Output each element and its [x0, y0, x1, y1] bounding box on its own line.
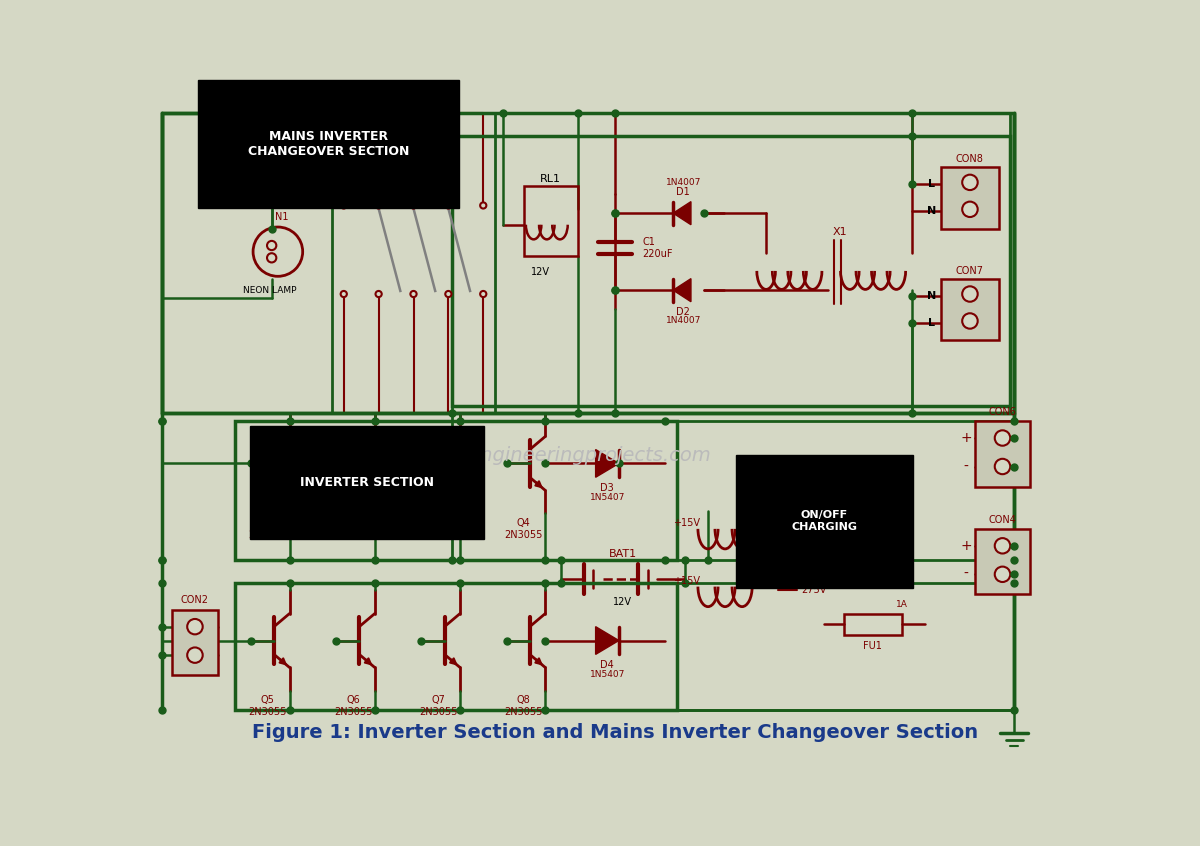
Circle shape — [995, 538, 1010, 553]
Text: D2: D2 — [677, 307, 690, 316]
Text: D1: D1 — [677, 187, 690, 196]
Circle shape — [962, 313, 978, 328]
Bar — [332, 113, 494, 414]
Circle shape — [187, 619, 203, 634]
Circle shape — [874, 567, 883, 576]
Text: X1: X1 — [833, 228, 847, 238]
Circle shape — [445, 291, 451, 297]
Text: RL1: RL1 — [540, 173, 562, 184]
Circle shape — [962, 174, 978, 190]
Text: N: N — [926, 206, 936, 216]
Text: Q2
2N3055: Q2 2N3055 — [334, 518, 372, 540]
Text: Q1
2N3055: Q1 2N3055 — [248, 518, 287, 540]
Text: Q3
2N3055: Q3 2N3055 — [419, 518, 457, 540]
Text: 1N4007: 1N4007 — [666, 316, 701, 326]
Text: +: + — [960, 431, 972, 445]
Bar — [235, 583, 677, 710]
Text: 230V: 230V — [802, 551, 826, 561]
Polygon shape — [595, 627, 619, 654]
Circle shape — [480, 291, 486, 297]
Text: D3: D3 — [600, 483, 614, 493]
Text: FU1: FU1 — [863, 641, 882, 651]
Bar — [452, 136, 1010, 406]
Text: ON/OFF
CHARGING: ON/OFF CHARGING — [791, 510, 857, 532]
Text: N1: N1 — [275, 212, 288, 222]
Text: Q8
2N3055: Q8 2N3055 — [504, 695, 542, 717]
Polygon shape — [673, 278, 691, 302]
Text: X2: X2 — [761, 487, 776, 497]
Text: L: L — [928, 317, 935, 327]
Text: SW1: SW1 — [852, 549, 874, 559]
Text: +15V: +15V — [673, 519, 701, 529]
Circle shape — [995, 431, 1010, 446]
Text: -: - — [964, 568, 968, 581]
Bar — [162, 113, 1014, 414]
Text: NEON LAMP: NEON LAMP — [244, 286, 296, 294]
Text: N: N — [926, 290, 936, 300]
Text: C1
220uF: C1 220uF — [642, 237, 673, 259]
Bar — [172, 610, 218, 675]
Circle shape — [341, 202, 347, 209]
Text: Q6
2N3055: Q6 2N3055 — [334, 695, 372, 717]
Circle shape — [410, 291, 416, 297]
Text: INVERTER SECTION: INVERTER SECTION — [300, 476, 434, 489]
Polygon shape — [595, 449, 619, 477]
Text: Q7
2N3055: Q7 2N3055 — [419, 695, 457, 717]
Circle shape — [376, 291, 382, 297]
Text: +: + — [960, 539, 972, 552]
Text: 12V: 12V — [532, 267, 550, 277]
Bar — [941, 278, 998, 340]
Text: D4: D4 — [600, 660, 614, 670]
Text: Q4
2N3055: Q4 2N3055 — [504, 518, 542, 540]
Circle shape — [962, 286, 978, 302]
Circle shape — [187, 647, 203, 663]
Text: 240V: 240V — [802, 566, 826, 576]
Text: 1N5407: 1N5407 — [589, 670, 625, 678]
Polygon shape — [673, 201, 691, 225]
Circle shape — [842, 567, 852, 576]
Circle shape — [268, 253, 276, 262]
Text: CON4: CON4 — [989, 514, 1016, 525]
Text: CON8: CON8 — [955, 154, 983, 164]
Circle shape — [341, 291, 347, 297]
Circle shape — [376, 202, 382, 209]
Text: bestengineeringprojects.com: bestengineeringprojects.com — [426, 446, 710, 465]
Text: CON7: CON7 — [955, 266, 983, 276]
Circle shape — [480, 202, 486, 209]
Text: BAT1: BAT1 — [608, 549, 637, 559]
Circle shape — [962, 201, 978, 217]
Circle shape — [995, 459, 1010, 475]
Text: -: - — [964, 459, 968, 474]
Circle shape — [995, 567, 1010, 582]
Bar — [844, 613, 901, 635]
Text: Q5
2N3055: Q5 2N3055 — [248, 695, 287, 717]
Text: 12V: 12V — [613, 597, 632, 607]
Circle shape — [445, 202, 451, 209]
Text: CON2: CON2 — [181, 596, 209, 606]
Text: Figure 1: Inverter Section and Mains Inverter Changeover Section: Figure 1: Inverter Section and Mains Inv… — [252, 723, 978, 743]
Text: CON6: CON6 — [989, 407, 1016, 417]
Text: 220V: 220V — [802, 536, 827, 546]
Bar — [976, 421, 1030, 486]
Text: 1N4007: 1N4007 — [666, 178, 701, 187]
Bar — [941, 167, 998, 228]
Bar — [235, 421, 677, 560]
Bar — [976, 529, 1030, 595]
Circle shape — [268, 241, 276, 250]
Text: 1A: 1A — [896, 600, 907, 609]
Text: 275V: 275V — [802, 585, 827, 596]
Text: +15V: +15V — [673, 576, 701, 586]
Text: 1N5407: 1N5407 — [589, 493, 625, 502]
Circle shape — [410, 202, 416, 209]
Text: MAINS INVERTER
CHANGEOVER SECTION: MAINS INVERTER CHANGEOVER SECTION — [247, 130, 409, 158]
Bar — [523, 186, 578, 255]
Text: L: L — [928, 179, 935, 189]
